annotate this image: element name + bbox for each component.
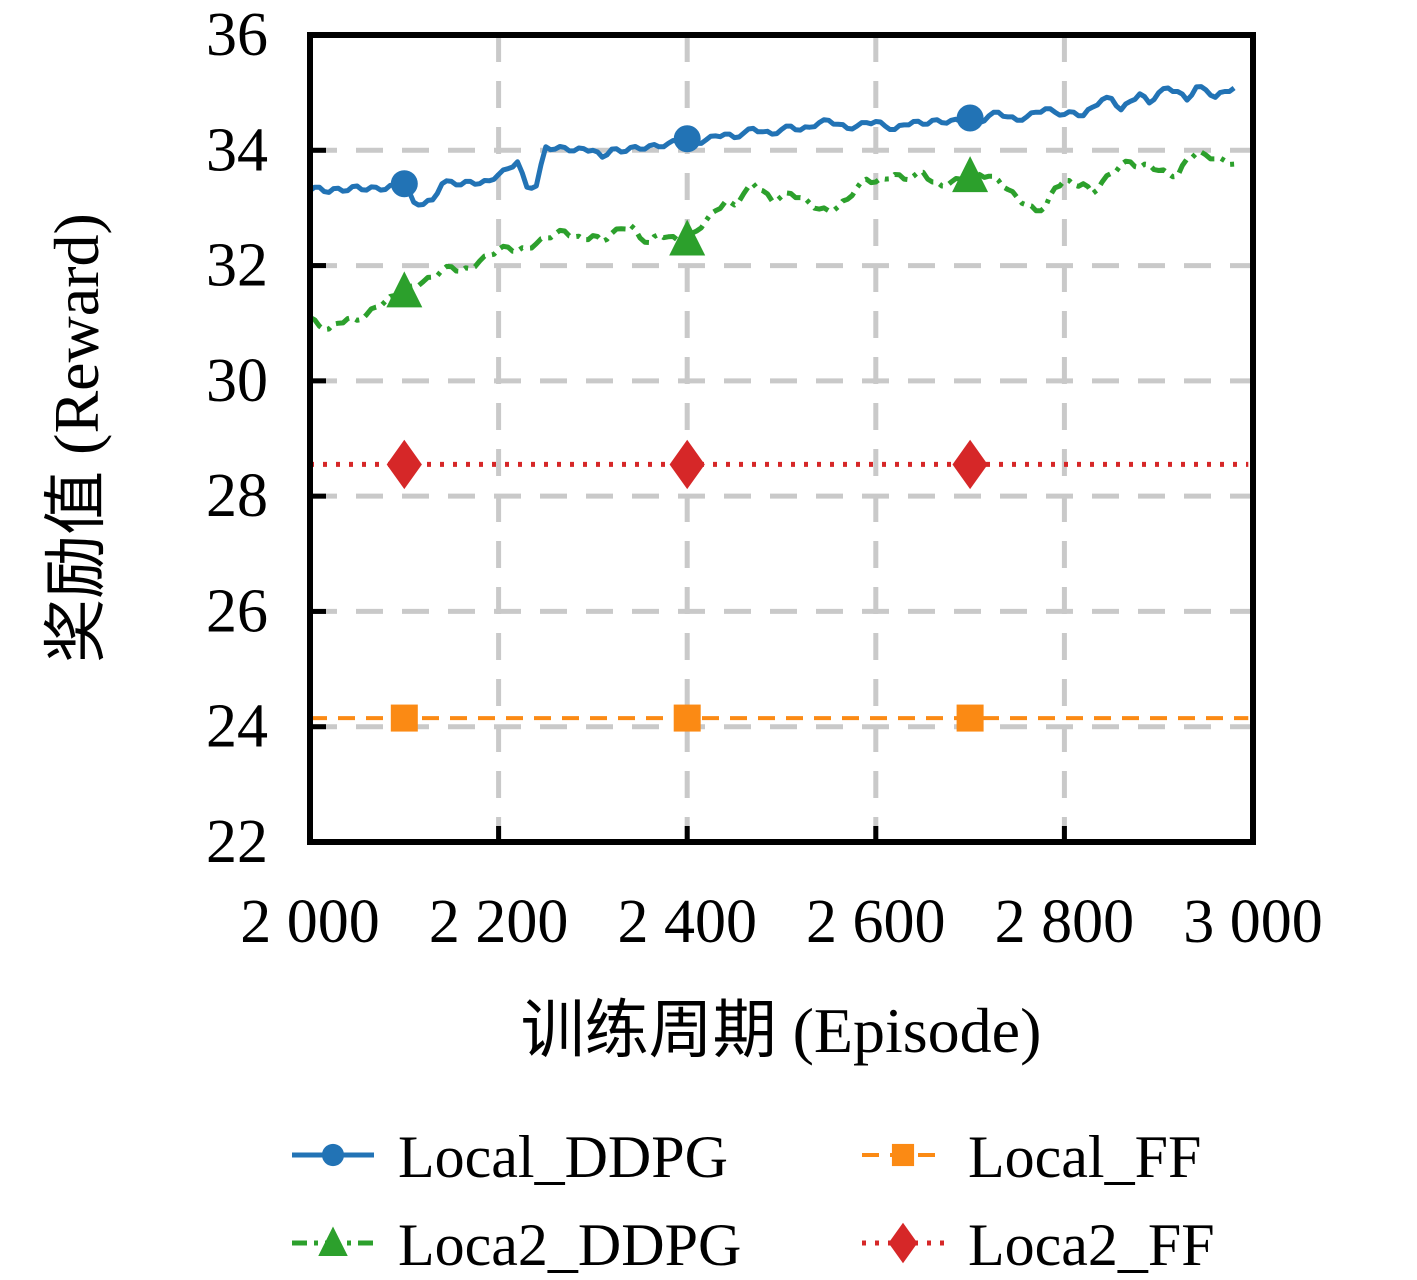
y-tick-label: 24 (206, 693, 268, 761)
legend-item-Local_FF: Local_FF (862, 1124, 1201, 1190)
marker-square (673, 704, 701, 732)
legend-item-label: Loca2_FF (968, 1212, 1215, 1275)
legend-item-label: Local_FF (968, 1124, 1201, 1190)
marker-diamond (888, 1222, 918, 1264)
marker-circle (956, 104, 984, 132)
legend-item-Local_DDPG: Local_DDPG (292, 1124, 728, 1190)
marker-circle (673, 125, 701, 153)
x-tick-label: 2 200 (429, 888, 569, 956)
y-tick-label: 30 (206, 347, 268, 415)
x-axis-label: 训练周期 (Episode) (521, 995, 1042, 1066)
y-tick-label: 28 (206, 462, 268, 530)
y-tick-label: 22 (206, 808, 268, 876)
axis-ticks (310, 147, 1067, 842)
y-tick-label: 34 (206, 116, 268, 184)
y-tick-label: 36 (206, 1, 268, 69)
marker-circle (390, 170, 418, 198)
series-line-Loca2_DDPG (310, 149, 1235, 333)
x-tick-label: 2 000 (240, 888, 380, 956)
marker-circle (321, 1143, 345, 1167)
x-tick-label: 3 000 (1183, 888, 1323, 956)
marker-triangle (952, 156, 989, 193)
marker-triangle (386, 271, 423, 308)
gridlines (310, 35, 1253, 842)
y-tick-label: 26 (206, 577, 268, 645)
x-tick-label: 2 600 (806, 888, 946, 956)
legend: Local_DDPG Local_FF Loca2_DDPG Loca2_FF (292, 1124, 1215, 1278)
legend-item-label: Loca2_DDPG (398, 1212, 741, 1275)
marker-square (390, 704, 418, 732)
marker-diamond (386, 439, 422, 490)
marker-triangle (318, 1226, 348, 1256)
legend-item-Loca2_FF: Loca2_FF (862, 1212, 1215, 1278)
series-markers (386, 104, 989, 732)
legend-item-label: Local_DDPG (398, 1124, 728, 1190)
marker-diamond (952, 439, 988, 490)
marker-diamond (669, 439, 705, 490)
x-tick-label: 2 400 (617, 888, 757, 956)
y-tick-label: 32 (206, 232, 268, 300)
marker-square (891, 1143, 915, 1167)
series-line-Local_DDPG (310, 84, 1236, 208)
marker-triangle (669, 219, 706, 256)
marker-square (956, 704, 984, 732)
legend-item-Loca2_DDPG: Loca2_DDPG (292, 1212, 741, 1278)
x-tick-label: 2 800 (995, 888, 1135, 956)
tick-labels: 2 000 2 200 2 400 2 600 2 800 3 000 22 24 26 28 30… (206, 1, 1323, 956)
plot-border (307, 32, 1256, 845)
series-lines (310, 84, 1249, 721)
y-axis-label: 奖励值 (Reward) (41, 213, 112, 663)
